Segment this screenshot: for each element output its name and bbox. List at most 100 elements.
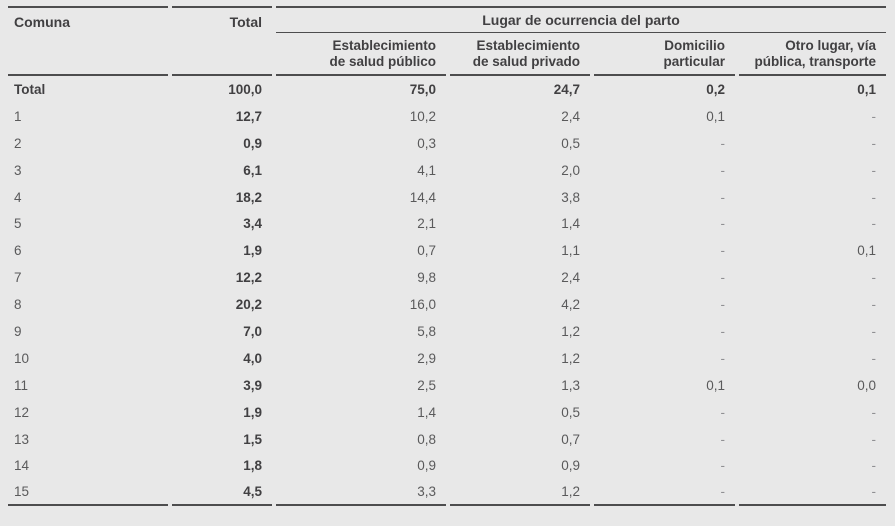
table-row: 5 3,4 2,1 1,4 - - bbox=[8, 210, 886, 237]
cell-privado: 1,1 bbox=[561, 243, 580, 259]
table-row: 15 4,5 3,3 1,2- - bbox=[8, 479, 887, 507]
cell-privado: 0,9 bbox=[561, 458, 580, 474]
cell-domicilio: - bbox=[720, 431, 726, 447]
col-header-domicilio: Domicilio particular bbox=[594, 33, 735, 76]
cell-privado: 24,7 bbox=[553, 81, 580, 97]
cell-total: 4,5 bbox=[172, 479, 272, 507]
comuna-parto-table: Comuna Total Lugar de ocurrencia del par… bbox=[4, 6, 890, 507]
cell-comuna: 9 bbox=[14, 323, 22, 339]
cell-otro: 0,1 bbox=[857, 81, 877, 97]
cell-otro: - bbox=[871, 431, 877, 447]
table-header: Comuna Total Lugar de ocurrencia del par… bbox=[8, 6, 887, 76]
cell-publico: 0,7 bbox=[417, 243, 436, 259]
header-row-sub: Establecimiento de salud público Estable… bbox=[8, 33, 887, 76]
cell-privado: 2,4 bbox=[561, 270, 580, 286]
cell-domicilio: - bbox=[720, 189, 726, 205]
cell-domicilio: - bbox=[594, 479, 735, 507]
cell-total: 12,2 bbox=[235, 270, 262, 286]
col-header-comuna: Comuna bbox=[8, 6, 168, 76]
col-header-salud-privado: Establecimiento de salud privado bbox=[450, 33, 590, 76]
cell-otro: - bbox=[871, 323, 877, 339]
cell-otro: - bbox=[739, 479, 887, 507]
cell-privado: 4,2 bbox=[561, 297, 580, 313]
cell-otro: - bbox=[871, 350, 877, 366]
col-header-line: Otro lugar, vía bbox=[785, 37, 877, 53]
cell-comuna: 10 bbox=[14, 350, 30, 366]
cell-otro: - bbox=[871, 297, 877, 313]
cell-comuna: 4 bbox=[14, 189, 22, 205]
col-header-line: de salud privado bbox=[472, 53, 580, 69]
col-header-salud-publico: Establecimiento de salud público bbox=[276, 33, 446, 76]
cell-domicilio: 0,1 bbox=[706, 377, 725, 393]
cell-domicilio: - bbox=[720, 216, 726, 232]
table-row: 10 4,0 2,9 1,2 - - bbox=[8, 345, 886, 372]
cell-domicilio: - bbox=[720, 458, 726, 474]
cell-total: 1,9 bbox=[243, 404, 262, 420]
cell-publico: 16,0 bbox=[409, 297, 436, 313]
table-row: 12 1,9 1,4 0,5 - - bbox=[8, 399, 886, 426]
col-header-line: particular bbox=[663, 53, 725, 69]
table-row: Total 100,0 75,0 24,7 0,2 0,1 bbox=[8, 76, 886, 103]
cell-otro: - bbox=[871, 162, 877, 178]
table-row: 3 6,1 4,1 2,0 - - bbox=[8, 157, 886, 184]
cell-privado: 1,2 bbox=[561, 323, 580, 339]
col-header-line: Domicilio bbox=[664, 37, 725, 53]
cell-publico: 0,9 bbox=[417, 458, 436, 474]
cell-domicilio: - bbox=[720, 323, 726, 339]
cell-comuna: 11 bbox=[14, 377, 29, 393]
cell-publico: 4,1 bbox=[417, 162, 436, 178]
cell-total: 100,0 bbox=[228, 81, 262, 97]
cell-comuna: 6 bbox=[14, 243, 22, 259]
table-row: 4 18,2 14,4 3,8 - - bbox=[8, 184, 886, 211]
cell-otro: - bbox=[871, 108, 877, 124]
group-header-lugar-ocurrencia: Lugar de ocurrencia del parto bbox=[276, 6, 887, 33]
cell-comuna: 1 bbox=[14, 108, 22, 124]
table-row: 2 0,9 0,3 0,5 - - bbox=[8, 130, 886, 157]
cell-privado: 1,2 bbox=[561, 350, 580, 366]
cell-total: 4,0 bbox=[243, 350, 262, 366]
header-row-top: Comuna Total Lugar de ocurrencia del par… bbox=[8, 6, 887, 76]
cell-publico: 1,4 bbox=[417, 404, 436, 420]
cell-comuna: 15 bbox=[8, 479, 168, 507]
cell-publico: 3,3 bbox=[276, 479, 446, 507]
cell-otro: 0,1 bbox=[857, 243, 877, 259]
cell-domicilio: - bbox=[720, 243, 726, 259]
cell-total: 7,0 bbox=[243, 323, 262, 339]
cell-privado: 2,0 bbox=[561, 162, 580, 178]
cell-otro: - bbox=[871, 458, 877, 474]
cell-privado: 1,3 bbox=[561, 377, 580, 393]
cell-domicilio: 0,1 bbox=[706, 108, 725, 124]
cell-total: 1,5 bbox=[243, 431, 262, 447]
cell-publico: 5,8 bbox=[417, 323, 436, 339]
cell-comuna: 13 bbox=[14, 431, 30, 447]
table-body: Total 100,0 75,0 24,7 0,2 0,1 1 12,7 10,2 2,4 0,1-… bbox=[8, 76, 887, 507]
table-row: 6 1,9 0,7 1,1 - 0,1 bbox=[8, 237, 886, 264]
cell-total: 18,2 bbox=[235, 189, 262, 205]
cell-total: 12,7 bbox=[235, 108, 262, 124]
cell-total: 1,8 bbox=[243, 458, 262, 474]
table-row: 8 20,2 16,0 4,2 - - bbox=[8, 291, 886, 318]
cell-privado: 0,5 bbox=[561, 135, 580, 151]
cell-domicilio: - bbox=[720, 350, 726, 366]
cell-publico: 0,8 bbox=[417, 431, 436, 447]
cell-comuna: 12 bbox=[14, 404, 30, 420]
cell-domicilio: - bbox=[720, 270, 726, 286]
cell-otro: - bbox=[871, 404, 877, 420]
cell-privado: 0,5 bbox=[561, 404, 580, 420]
cell-comuna: 2 bbox=[14, 135, 22, 151]
table-row: 1 12,7 10,2 2,4 0,1 - bbox=[8, 103, 886, 130]
table-row: 13 1,5 0,8 0,7 - - bbox=[8, 426, 886, 453]
cell-comuna: Total bbox=[14, 81, 46, 97]
cell-domicilio: 0,2 bbox=[706, 81, 725, 97]
cell-total: 3,4 bbox=[243, 216, 262, 232]
cell-privado: 3,8 bbox=[561, 189, 580, 205]
cell-total: 6,1 bbox=[243, 162, 262, 178]
cell-publico: 75,0 bbox=[409, 81, 436, 97]
cell-total: 1,9 bbox=[243, 243, 262, 259]
table-row: 14 1,8 0,9 0,9 - - bbox=[8, 452, 886, 479]
cell-privado: 2,4 bbox=[561, 108, 580, 124]
cell-comuna: 8 bbox=[14, 297, 22, 313]
cell-otro: 0,0 bbox=[857, 377, 877, 393]
cell-otro: - bbox=[871, 216, 877, 232]
cell-privado: 0,7 bbox=[561, 431, 580, 447]
